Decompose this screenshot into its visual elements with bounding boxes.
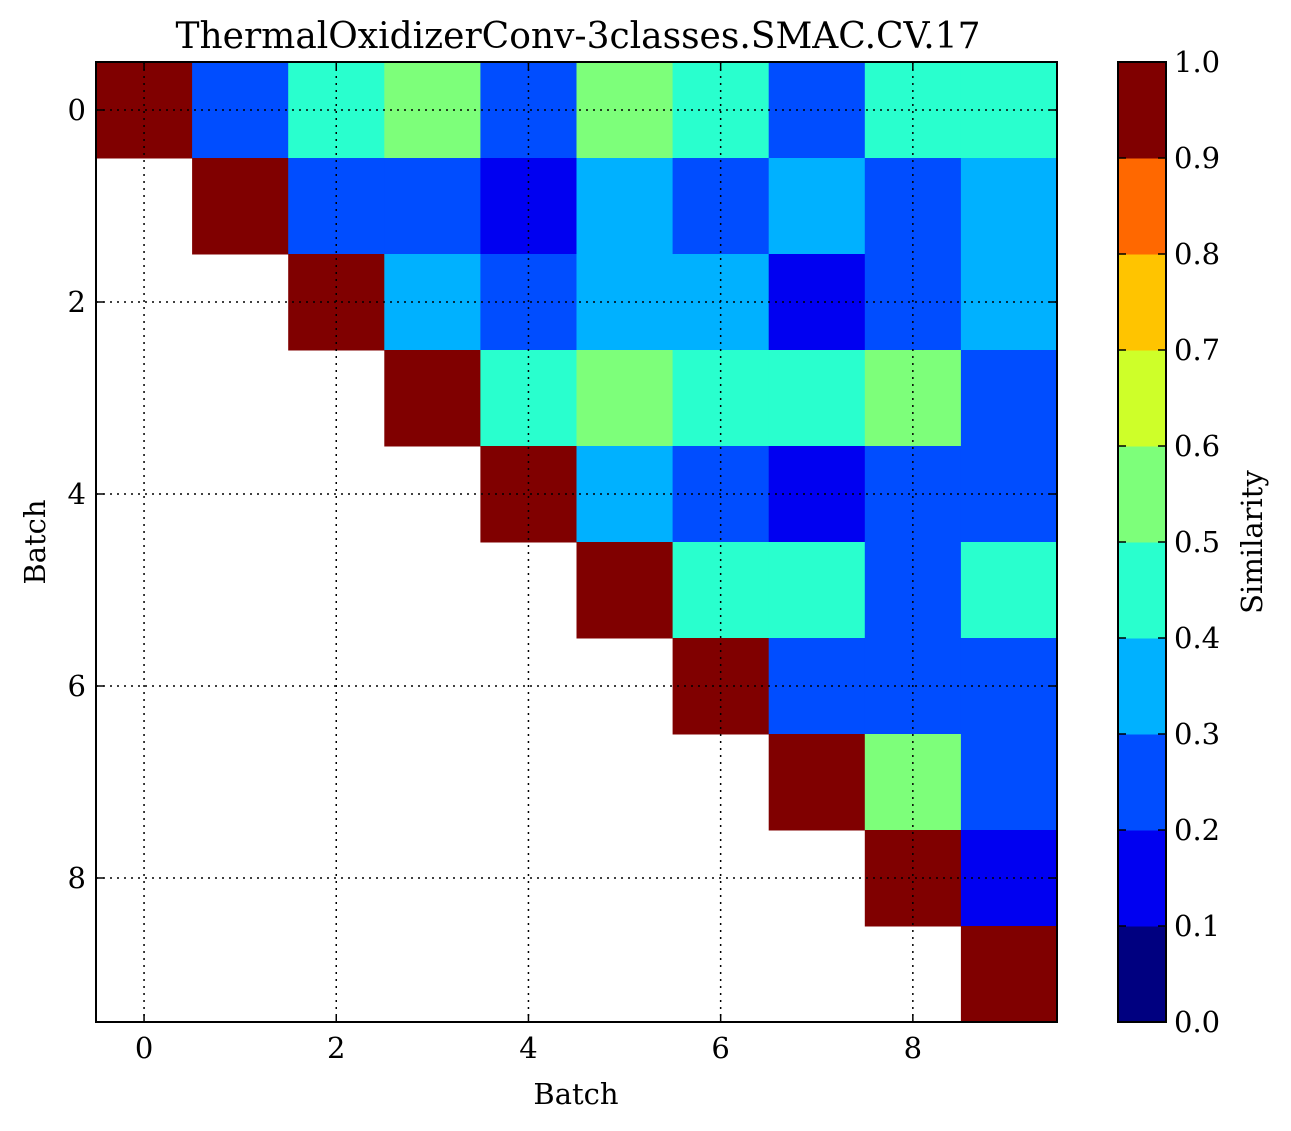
heatmap-cell xyxy=(576,542,674,639)
y-tick-label: 2 xyxy=(68,285,86,319)
heatmap-cell xyxy=(480,446,577,543)
heatmap-cell xyxy=(864,158,962,255)
colorbar-ticks: 0.0 0.1 0.2 0.3 0.4 0.5 0.6 0.7 0.8 0.9 1.0 xyxy=(1118,45,1220,1039)
colorbar-tick-label: 0.2 xyxy=(1174,813,1220,847)
heatmap-cell xyxy=(960,158,1058,255)
heatmap-cell xyxy=(288,254,385,351)
colorbar-tick-label: 0.6 xyxy=(1174,429,1220,463)
heatmap-cell xyxy=(768,734,866,831)
heatmap-cell xyxy=(768,542,866,639)
colorbar-tick-label: 0.1 xyxy=(1174,909,1220,943)
colorbar-segment xyxy=(1118,446,1166,543)
heatmap-cell xyxy=(672,542,770,639)
y-tick-label: 6 xyxy=(68,669,86,703)
heatmap-cell xyxy=(576,158,674,255)
y-tick-label: 4 xyxy=(68,477,86,511)
heatmap-cell xyxy=(960,734,1058,831)
colorbar-segment xyxy=(1118,254,1166,351)
colorbar-tick-label: 0.8 xyxy=(1174,237,1220,271)
colorbar-tick-label: 0.9 xyxy=(1174,141,1220,175)
x-tick-label: 0 xyxy=(135,1031,153,1065)
heatmap-cell xyxy=(576,446,674,543)
heatmap-cell xyxy=(768,158,866,255)
colorbar-tick-label: 0.5 xyxy=(1174,525,1220,559)
colorbar-segment xyxy=(1118,62,1166,159)
colorbar-tick-label: 0.3 xyxy=(1174,717,1220,751)
colorbar-tick-label: 0.0 xyxy=(1174,1005,1220,1039)
colorbar-tick-label: 1.0 xyxy=(1174,45,1220,79)
y-tick-label: 8 xyxy=(68,861,86,895)
heatmap-cell xyxy=(480,158,577,255)
x-tick-label: 2 xyxy=(327,1031,345,1065)
heatmap-cell xyxy=(96,62,193,159)
y-tick-label: 0 xyxy=(68,93,86,127)
y-axis-label: Batch xyxy=(18,499,52,584)
heatmap-cell xyxy=(960,62,1058,159)
heatmap-cell xyxy=(864,542,962,639)
heatmap-cell xyxy=(576,350,674,447)
heatmap-cell xyxy=(960,926,1058,1023)
colorbar-segment xyxy=(1118,734,1166,831)
colorbar-segment xyxy=(1118,926,1166,1023)
heatmap-cell xyxy=(192,62,289,159)
heatmap-cell xyxy=(288,62,385,159)
colorbar xyxy=(1118,62,1166,1023)
heatmap-cell xyxy=(960,350,1058,447)
heatmap-cell xyxy=(960,542,1058,639)
colorbar-label: Similarity xyxy=(1235,470,1269,614)
heatmap-cell xyxy=(864,830,962,927)
heatmap-cell xyxy=(672,158,770,255)
heatmap-cell xyxy=(864,446,962,543)
heatmap-cell xyxy=(960,638,1058,735)
heatmap-cell xyxy=(288,158,385,255)
x-tick-label: 4 xyxy=(519,1031,537,1065)
colorbar-segment xyxy=(1118,638,1166,735)
x-axis-label: Batch xyxy=(533,1077,618,1111)
heatmap-cell xyxy=(864,734,962,831)
heatmap-cell xyxy=(960,830,1058,927)
heatmap-cell xyxy=(384,158,481,255)
heatmap-cell xyxy=(576,254,674,351)
colorbar-tick-label: 0.4 xyxy=(1174,621,1220,655)
heatmap-cells xyxy=(96,62,1058,1023)
heatmap-cell xyxy=(960,446,1058,543)
colorbar-segment xyxy=(1118,542,1166,639)
heatmap-cell xyxy=(768,350,866,447)
plot-frame xyxy=(95,61,1058,1023)
grid-lines xyxy=(96,62,1057,1022)
heatmap-cell xyxy=(960,254,1058,351)
axis-ticks: 0 2 4 6 8 0 2 4 6 8 xyxy=(68,62,1057,1065)
colorbar-segment xyxy=(1118,350,1166,447)
heatmap-cell xyxy=(192,158,289,255)
chart-title: ThermalOxidizerConv-3classes.SMAC.CV.17 xyxy=(175,16,980,57)
colorbar-tick-label: 0.7 xyxy=(1174,333,1220,367)
colorbar-segment xyxy=(1118,830,1166,927)
colorbar-segment xyxy=(1118,158,1166,255)
x-tick-label: 8 xyxy=(904,1031,922,1065)
heatmap-cell xyxy=(384,350,481,447)
heatmap-cell xyxy=(576,62,674,159)
x-tick-label: 6 xyxy=(711,1031,729,1065)
